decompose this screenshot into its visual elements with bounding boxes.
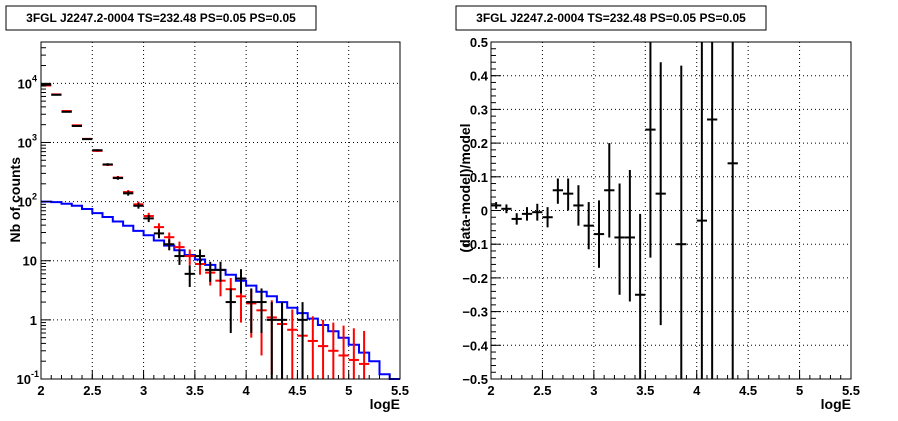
counts-y-axis-title: Nb of counts — [7, 157, 23, 243]
data-series — [41, 83, 308, 379]
counts-y-tick-base: 10 — [17, 372, 31, 387]
residual-y-tick-label: 0 — [481, 204, 488, 219]
counts-grid — [40, 42, 401, 379]
residual-axis-ticks: 2 2.5 3 3.5 4 4.5 5 5.5 −0.5 −0.4 −0.3 −0.2 −0.1 0 0.1… — [462, 35, 860, 398]
residual-x-tick-label: 2.5 — [533, 383, 551, 398]
residual-x-tick-label: 2 — [487, 383, 494, 398]
residual-y-axis-title: (data-model)/model — [457, 123, 473, 252]
residual-y-tick-label: 0.2 — [470, 136, 488, 151]
residual-x-tick-label: 5 — [796, 383, 803, 398]
residual-x-tick-label: 4 — [693, 383, 701, 398]
counts-title-box — [5, 5, 317, 31]
counts-x-axis-title: logE — [370, 396, 400, 412]
counts-x-tick-label: 4 — [243, 383, 251, 398]
residual-x-tick-label: 4.5 — [739, 383, 757, 398]
counts-y-tick-label: 1 — [30, 313, 37, 328]
counts-x-tick-label: 2.5 — [83, 383, 101, 398]
residual-y-tick-label: −0.1 — [462, 237, 488, 252]
counts-x-tick-label: 2 — [37, 383, 44, 398]
counts-y-tick-label: 10 — [23, 254, 37, 269]
counts-y-tick-exponent: 2 — [32, 192, 37, 202]
counts-x-tick-label: 5 — [345, 383, 352, 398]
residual-x-tick-label: 3 — [590, 383, 597, 398]
counts-x-tick-label: 4.5 — [288, 383, 306, 398]
residual-y-tick-label: −0.3 — [462, 305, 488, 320]
counts-y-tick-exponent: 3 — [32, 132, 37, 142]
counts-y-tick-label: 102 — [18, 192, 37, 210]
counts-x-tick-label: 5.5 — [391, 383, 409, 398]
counts-y-tick-label: 103 — [18, 132, 37, 150]
counts-x-tick-label: 3.5 — [186, 383, 204, 398]
counts-y-tick-label: 104 — [18, 73, 37, 91]
residual-x-tick-label: 3.5 — [636, 383, 654, 398]
counts-x-tick-label: 3 — [140, 383, 147, 398]
residual-y-tick-label: −0.5 — [462, 372, 488, 387]
residual-panel: 2 2.5 3 3.5 4 4.5 5 5.5 −0.5 −0.4 −0.3 −0.2 −0.1 0 0.1… — [455, 5, 860, 412]
counts-y-tick-base: 10 — [18, 195, 32, 210]
counts-y-tick-base: 10 — [18, 135, 32, 150]
residual-y-tick-label: −0.4 — [462, 338, 488, 353]
residual-y-tick-label: 0.4 — [470, 69, 489, 84]
counts-y-tick-label: 10-1 — [17, 369, 39, 387]
residual-x-axis-title: logE — [821, 396, 851, 412]
counts-y-tick-base: 10 — [18, 76, 32, 91]
counts-title: 3FGL J2247.2-0004 TS=232.48 PS=0.05 PS=0… — [26, 11, 296, 25]
residual-title: 3FGL J2247.2-0004 TS=232.48 PS=0.05 PS=0… — [476, 11, 746, 25]
residual-y-tick-label: 0.3 — [470, 102, 488, 117]
residual-x-tick-label: 5.5 — [842, 383, 860, 398]
counts-y-tick-exponent: -1 — [31, 369, 39, 379]
residual-y-tick-label: −0.2 — [462, 271, 488, 286]
residual-y-tick-label: 0.5 — [470, 35, 488, 50]
residual-title-box — [455, 5, 767, 31]
residual-series — [491, 42, 738, 379]
residual-y-tick-label: 0.1 — [470, 170, 488, 185]
counts-plot-area — [41, 42, 400, 379]
counts-y-tick-exponent: 4 — [32, 73, 37, 83]
